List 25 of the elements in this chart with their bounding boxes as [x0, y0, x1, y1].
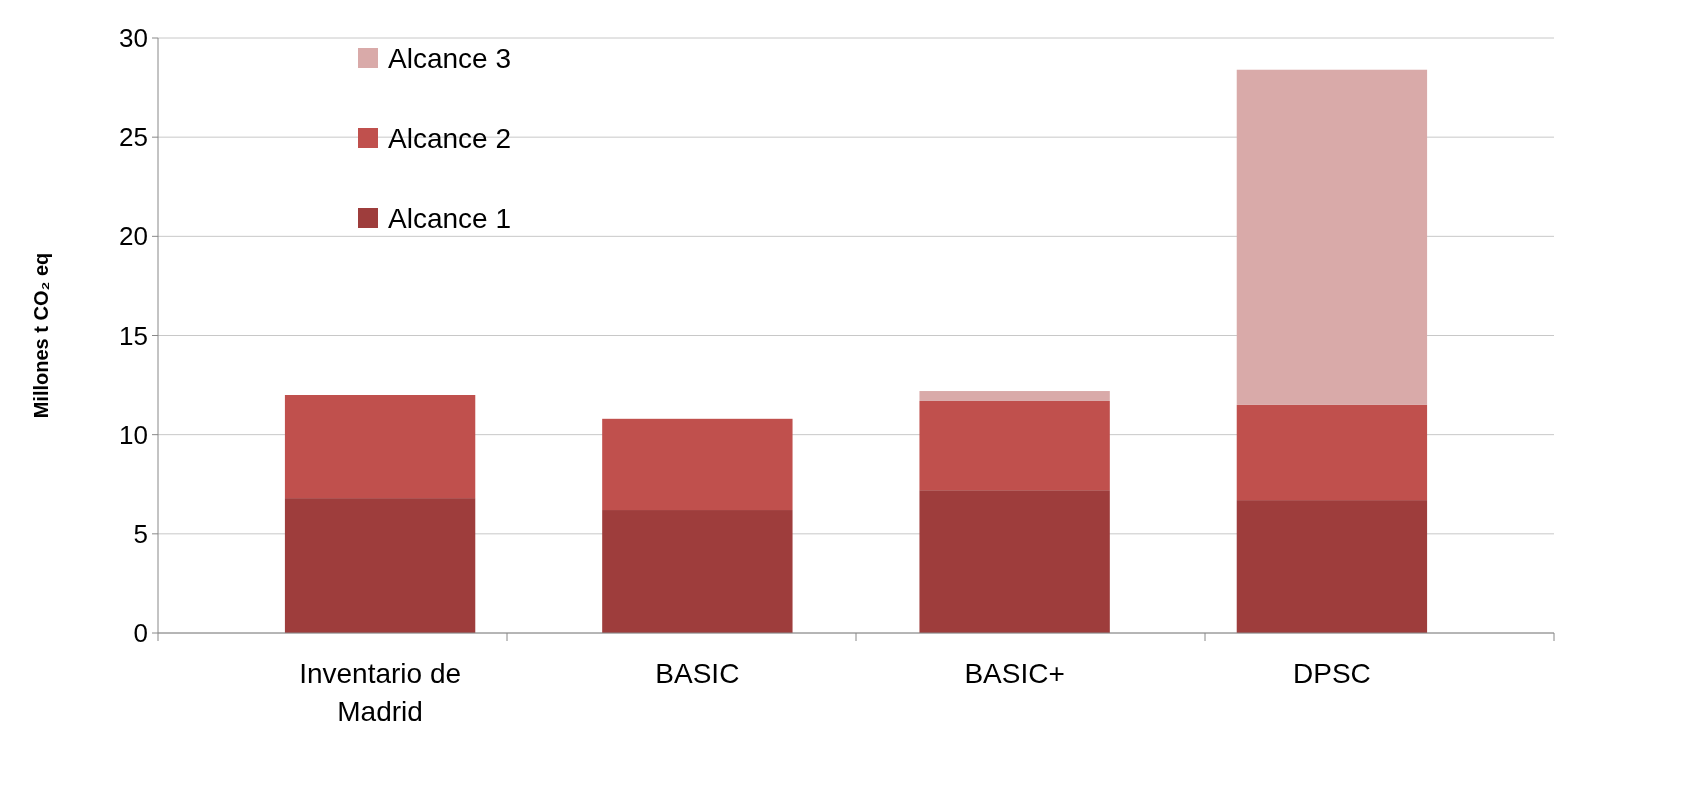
x-tick-label: DPSC: [1293, 658, 1371, 689]
y-tick-label: 25: [119, 122, 148, 153]
y-tick-label: 5: [133, 518, 148, 549]
bar: [284, 498, 476, 633]
bar: [919, 391, 1110, 401]
y-tick-label: 30: [119, 23, 148, 54]
bar: [919, 400, 1110, 491]
bar: [284, 395, 476, 499]
y-tick-label: 0: [133, 618, 148, 649]
y-tick-label: 15: [119, 320, 148, 351]
x-tick-label: BASIC+: [964, 658, 1065, 689]
y-axis-title: Millones t CO₂ eq: [30, 252, 52, 419]
legend-label: Alcance 1: [388, 202, 511, 234]
x-tick-label: BASIC: [655, 658, 740, 689]
bar: [602, 418, 793, 511]
bar: [919, 490, 1110, 633]
legend-label: Alcance 2: [388, 122, 511, 154]
bar: [1236, 404, 1428, 501]
x-tick-label: Inventario de Madrid: [299, 658, 462, 727]
bar: [1236, 500, 1428, 633]
bar: [602, 510, 793, 633]
y-tick-label: 10: [119, 419, 148, 450]
y-tick-label: 20: [119, 221, 148, 252]
legend-label: Alcance 3: [388, 42, 511, 74]
bar: [1236, 69, 1428, 405]
